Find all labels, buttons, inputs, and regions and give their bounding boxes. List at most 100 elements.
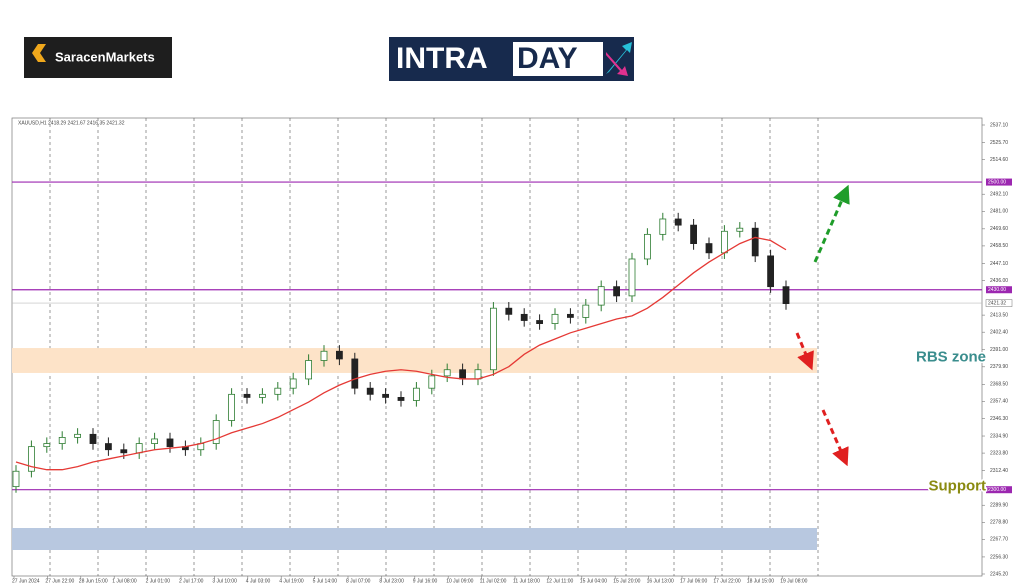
y-tick-label: 2402.40: [990, 330, 1008, 336]
x-tick-label: 12 Jul 11:00: [546, 578, 573, 584]
y-tick-label: 2346.30: [990, 416, 1008, 422]
annotation: Support: [929, 478, 987, 495]
x-tick-label: 8 Jul 07:00: [346, 578, 371, 584]
x-tick-label: 2 Jul 17:00: [179, 578, 204, 584]
level-tag: [986, 286, 1012, 294]
level-label: 2430.00: [988, 287, 1006, 293]
y-tick-label: 2267.70: [990, 537, 1008, 543]
candle-body: [166, 438, 174, 448]
x-tick-label: 9 Jul 16:00: [413, 578, 438, 584]
plot-frame: [11, 117, 983, 577]
candle-body: [351, 358, 359, 389]
candle-body: [428, 375, 436, 389]
y-tick-label: 2537.10: [990, 122, 1008, 128]
brand-logo: [24, 37, 172, 78]
candle-body: [505, 307, 513, 315]
y-tick-label: 2379.90: [990, 364, 1008, 370]
last-price-label: 2421.32: [988, 300, 1006, 306]
candle-body: [567, 313, 574, 318]
x-tick-label: 27 Jun 22:00: [45, 578, 74, 584]
y-tick-label: 2323.80: [990, 450, 1008, 456]
candle-body: [474, 369, 482, 380]
candle-body: [721, 230, 728, 254]
candle-body: [58, 437, 66, 444]
candle-body: [89, 433, 97, 444]
y-tick-label: 2368.50: [990, 382, 1008, 388]
brand-name: SaracenMarkets: [55, 49, 155, 64]
x-tick-label: 4 Jul 03:00: [246, 578, 271, 584]
level-label: 2500.00: [988, 179, 1006, 185]
x-tick-label: 10 Jul 09:00: [446, 578, 473, 584]
candle-body: [243, 393, 251, 398]
x-tick-label: 4 Jul 19:00: [279, 578, 304, 584]
candle-body: [120, 449, 128, 454]
candle-body: [397, 397, 405, 401]
y-tick-label: 2289.90: [990, 503, 1008, 509]
down-arrow: [795, 332, 814, 371]
up-arrow: [813, 184, 850, 263]
y-tick-label: 2492.10: [990, 192, 1008, 198]
y-tick-label: 2458.50: [990, 243, 1008, 249]
x-tick-label: 5 Jul 14:00: [313, 578, 338, 584]
candle-body: [489, 307, 497, 371]
badge-text: INTRA: [396, 42, 488, 75]
candle-body: [597, 286, 605, 306]
candle-body: [320, 350, 328, 361]
y-tick-label: 2514.60: [990, 157, 1008, 163]
y-tick-label: 2334.90: [990, 433, 1008, 439]
y-tick-label: 2436.00: [990, 278, 1008, 284]
last-price-tag: [985, 299, 1013, 307]
y-tick-label: 2481.00: [990, 209, 1008, 215]
candle-body: [382, 393, 390, 398]
brand-icon: [32, 44, 46, 62]
y-tick-label: 2391.00: [990, 347, 1008, 353]
candle-body: [412, 387, 420, 401]
level-tag: [986, 178, 1012, 186]
candle-body: [12, 470, 20, 488]
x-tick-label: 8 Jul 23:00: [379, 578, 404, 584]
candle-body: [690, 224, 697, 244]
level-label: 2300.00: [988, 487, 1006, 493]
candle-body: [551, 313, 559, 324]
candle-body: [335, 350, 343, 360]
candle-body: [105, 443, 112, 451]
annotation: RBS zone: [916, 348, 986, 365]
y-tick-label: 2256.30: [990, 554, 1008, 560]
y-tick-label: 2447.10: [990, 261, 1008, 267]
candle-body: [27, 446, 35, 472]
candle-body: [536, 320, 543, 324]
x-tick-label: 18 Jul 15:00: [747, 578, 774, 584]
x-tick-label: 2 Jul 01:00: [146, 578, 171, 584]
candle-body: [751, 227, 759, 257]
candle-body: [659, 218, 667, 235]
chart-title: XAUUSD,H1 2418.29 2421.67 2416.35 2421.3…: [18, 120, 125, 126]
candle-body: [767, 255, 774, 288]
candle-body: [289, 378, 297, 389]
candle-body: [705, 243, 713, 254]
down-arrow: [821, 409, 849, 467]
x-tick-label: 17 Jul 22:00: [713, 578, 740, 584]
candle-body: [366, 387, 374, 395]
candle-body: [674, 218, 682, 226]
candle-body: [736, 227, 744, 232]
candle-body: [582, 304, 590, 318]
x-tick-label: 16 Jul 13:00: [647, 578, 674, 584]
y-tick-label: 2413.50: [990, 312, 1008, 318]
candle-body: [613, 286, 620, 297]
x-tick-label: 17 Jul 06:00: [680, 578, 707, 584]
arrows: [795, 184, 850, 467]
badge-text: DAY: [517, 42, 578, 75]
y-tick-label: 2312.40: [990, 468, 1008, 474]
x-tick-label: 1 Jul 08:00: [112, 578, 137, 584]
y-tick-label: 2245.20: [990, 571, 1008, 577]
candle-body: [459, 369, 467, 380]
y-tick-label: 2469.60: [990, 226, 1008, 232]
candle-body: [151, 438, 159, 444]
candle-body: [274, 387, 282, 395]
candle-body: [520, 313, 528, 321]
x-tick-label: 15 Jul 04:00: [580, 578, 607, 584]
badge-box: [513, 42, 603, 76]
badge-arrow: [606, 42, 632, 74]
candle-body: [135, 443, 143, 454]
